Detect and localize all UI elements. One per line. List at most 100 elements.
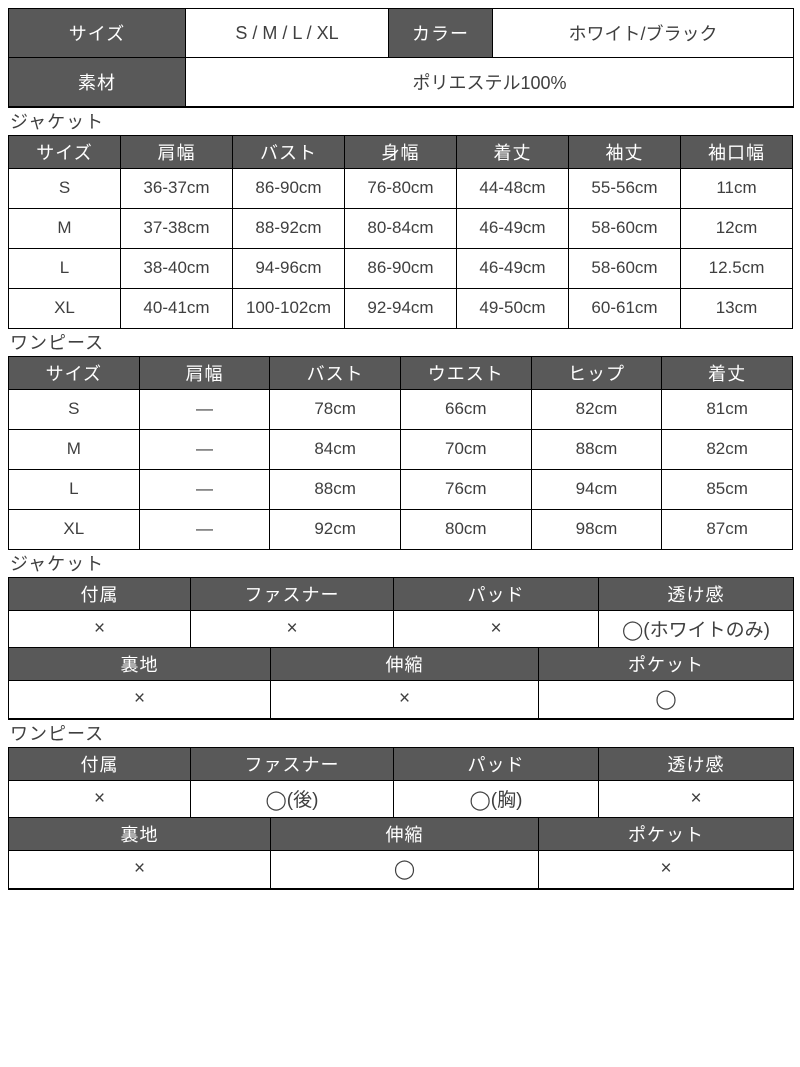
jacket-col-header: 着丈 bbox=[456, 134, 569, 169]
jacket-size-cell: S bbox=[8, 167, 121, 209]
onepiece-size-cell: 87cm bbox=[661, 508, 793, 550]
jacket-details-value-row-2: × × ◯ bbox=[8, 680, 794, 719]
jacket-col-header: 肩幅 bbox=[120, 134, 233, 169]
jacket-size-cell: 37-38cm bbox=[120, 207, 233, 249]
onepiece-size-cell: 92cm bbox=[269, 508, 401, 550]
onepiece-size-row-m: M ― 84cm 70cm 88cm 82cm bbox=[8, 428, 793, 470]
onepiece-col-header: ヒップ bbox=[530, 355, 663, 390]
onepiece-spec-value: × bbox=[598, 779, 794, 819]
jacket-size-table: サイズ 肩幅 バスト 身幅 着丈 袖丈 袖口幅 S 36-37cm 86-90c… bbox=[8, 134, 793, 329]
jacket-size-cell: 80-84cm bbox=[344, 207, 457, 249]
jacket-size-cell: 40-41cm bbox=[120, 287, 233, 329]
onepiece-spec-value: × bbox=[8, 850, 271, 889]
jacket-size-cell: 36-37cm bbox=[120, 167, 233, 209]
onepiece-details-section-title: ワンピース bbox=[10, 723, 105, 744]
jacket-spec-value: × bbox=[8, 680, 271, 719]
onepiece-size-cell: ― bbox=[138, 428, 271, 470]
info-color-value: ホワイト/ブラック bbox=[492, 8, 794, 58]
onepiece-col-header: 肩幅 bbox=[138, 355, 271, 390]
onepiece-size-cell: 80cm bbox=[399, 508, 532, 550]
jacket-size-cell: 100-102cm bbox=[232, 287, 345, 329]
onepiece-col-header: ウエスト bbox=[399, 355, 532, 390]
onepiece-size-row-s: S ― 78cm 66cm 82cm 81cm bbox=[8, 388, 793, 430]
onepiece-size-cell: 82cm bbox=[530, 388, 663, 430]
jacket-spec-header: パッド bbox=[393, 576, 599, 611]
jacket-spec-value: × bbox=[393, 609, 599, 649]
jacket-size-cell: 13cm bbox=[680, 287, 793, 329]
jacket-size-cell: 86-90cm bbox=[232, 167, 345, 209]
onepiece-details-value-row: × ◯(後) ◯(胸) × bbox=[8, 779, 794, 819]
onepiece-size-section-title: ワンピース bbox=[10, 332, 105, 353]
onepiece-col-header: バスト bbox=[269, 355, 401, 390]
onepiece-spec-value: × bbox=[538, 850, 794, 889]
jacket-spec-value: × bbox=[190, 609, 394, 649]
jacket-details-section-title: ジャケット bbox=[10, 553, 105, 574]
jacket-col-header: バスト bbox=[232, 134, 345, 169]
jacket-size-cell: 44-48cm bbox=[456, 167, 569, 209]
onepiece-size-cell: 98cm bbox=[530, 508, 663, 550]
jacket-spec-header: 裏地 bbox=[8, 647, 271, 681]
jacket-size-row-l: L 38-40cm 94-96cm 86-90cm 46-49cm 58-60c… bbox=[8, 247, 793, 289]
jacket-col-header: サイズ bbox=[8, 134, 121, 169]
onepiece-details-table-2: 裏地 伸縮 ポケット × ◯ × bbox=[8, 817, 794, 890]
onepiece-spec-header: 伸縮 bbox=[270, 817, 539, 851]
onepiece-size-cell: ― bbox=[138, 388, 271, 430]
onepiece-size-cell: S bbox=[8, 388, 140, 430]
onepiece-spec-header: 裏地 bbox=[8, 817, 271, 851]
onepiece-details-value-row-2: × ◯ × bbox=[8, 850, 794, 889]
jacket-spec-header: ポケット bbox=[538, 647, 794, 681]
info-row-material: 素材 ポリエステル100% bbox=[8, 57, 794, 107]
info-material-value: ポリエステル100% bbox=[185, 57, 794, 107]
jacket-details-table-2: 裏地 伸縮 ポケット × × ◯ bbox=[8, 647, 794, 720]
onepiece-size-cell: M bbox=[8, 428, 140, 470]
onepiece-size-row-l: L ― 88cm 76cm 94cm 85cm bbox=[8, 468, 793, 510]
info-row-size-color: サイズ S / M / L / XL カラー ホワイト/ブラック bbox=[8, 8, 794, 58]
onepiece-size-cell: 94cm bbox=[530, 468, 663, 510]
onepiece-size-cell: 88cm bbox=[530, 428, 663, 470]
onepiece-spec-header: ファスナー bbox=[190, 746, 394, 781]
onepiece-size-cell: L bbox=[8, 468, 140, 510]
jacket-spec-value: × bbox=[270, 680, 539, 719]
jacket-size-cell: 60-61cm bbox=[568, 287, 681, 329]
jacket-size-cell: L bbox=[8, 247, 121, 289]
jacket-size-cell: 11cm bbox=[680, 167, 793, 209]
jacket-col-header: 身幅 bbox=[344, 134, 457, 169]
onepiece-size-table: サイズ 肩幅 バスト ウエスト ヒップ 着丈 S ― 78cm 66cm 82c… bbox=[8, 355, 793, 550]
jacket-spec-header: 伸縮 bbox=[270, 647, 539, 681]
onepiece-size-header-row: サイズ 肩幅 バスト ウエスト ヒップ 着丈 bbox=[8, 355, 793, 390]
jacket-size-cell: 49-50cm bbox=[456, 287, 569, 329]
info-material-label: 素材 bbox=[8, 57, 186, 107]
jacket-size-cell: 94-96cm bbox=[232, 247, 345, 289]
onepiece-spec-value: ◯(胸) bbox=[393, 779, 599, 819]
jacket-size-cell: M bbox=[8, 207, 121, 249]
onepiece-spec-value: ◯ bbox=[270, 850, 539, 889]
onepiece-spec-header: ポケット bbox=[538, 817, 794, 851]
jacket-size-section-title: ジャケット bbox=[10, 111, 105, 132]
onepiece-size-cell: 84cm bbox=[269, 428, 401, 470]
onepiece-spec-value: ◯(後) bbox=[190, 779, 394, 819]
onepiece-size-cell: 85cm bbox=[661, 468, 793, 510]
jacket-size-cell: 88-92cm bbox=[232, 207, 345, 249]
onepiece-size-cell: 82cm bbox=[661, 428, 793, 470]
onepiece-spec-value: × bbox=[8, 779, 191, 819]
jacket-spec-value: × bbox=[8, 609, 191, 649]
onepiece-size-cell: 88cm bbox=[269, 468, 401, 510]
jacket-size-cell: 38-40cm bbox=[120, 247, 233, 289]
jacket-spec-value: ◯(ホワイトのみ) bbox=[598, 609, 794, 649]
jacket-size-row-s: S 36-37cm 86-90cm 76-80cm 44-48cm 55-56c… bbox=[8, 167, 793, 209]
jacket-size-row-m: M 37-38cm 88-92cm 80-84cm 46-49cm 58-60c… bbox=[8, 207, 793, 249]
onepiece-spec-header: 付属 bbox=[8, 746, 191, 781]
onepiece-size-cell: XL bbox=[8, 508, 140, 550]
product-info-table: サイズ S / M / L / XL カラー ホワイト/ブラック 素材 ポリエス… bbox=[8, 8, 794, 108]
jacket-size-cell: 46-49cm bbox=[456, 247, 569, 289]
jacket-size-cell: 92-94cm bbox=[344, 287, 457, 329]
jacket-spec-header: 付属 bbox=[8, 576, 191, 611]
onepiece-spec-header: パッド bbox=[393, 746, 599, 781]
jacket-size-row-xl: XL 40-41cm 100-102cm 92-94cm 49-50cm 60-… bbox=[8, 287, 793, 329]
jacket-size-cell: 58-60cm bbox=[568, 247, 681, 289]
onepiece-size-cell: 70cm bbox=[399, 428, 532, 470]
info-color-label: カラー bbox=[388, 8, 493, 58]
onepiece-size-cell: 66cm bbox=[399, 388, 532, 430]
jacket-spec-value: ◯ bbox=[538, 680, 794, 719]
